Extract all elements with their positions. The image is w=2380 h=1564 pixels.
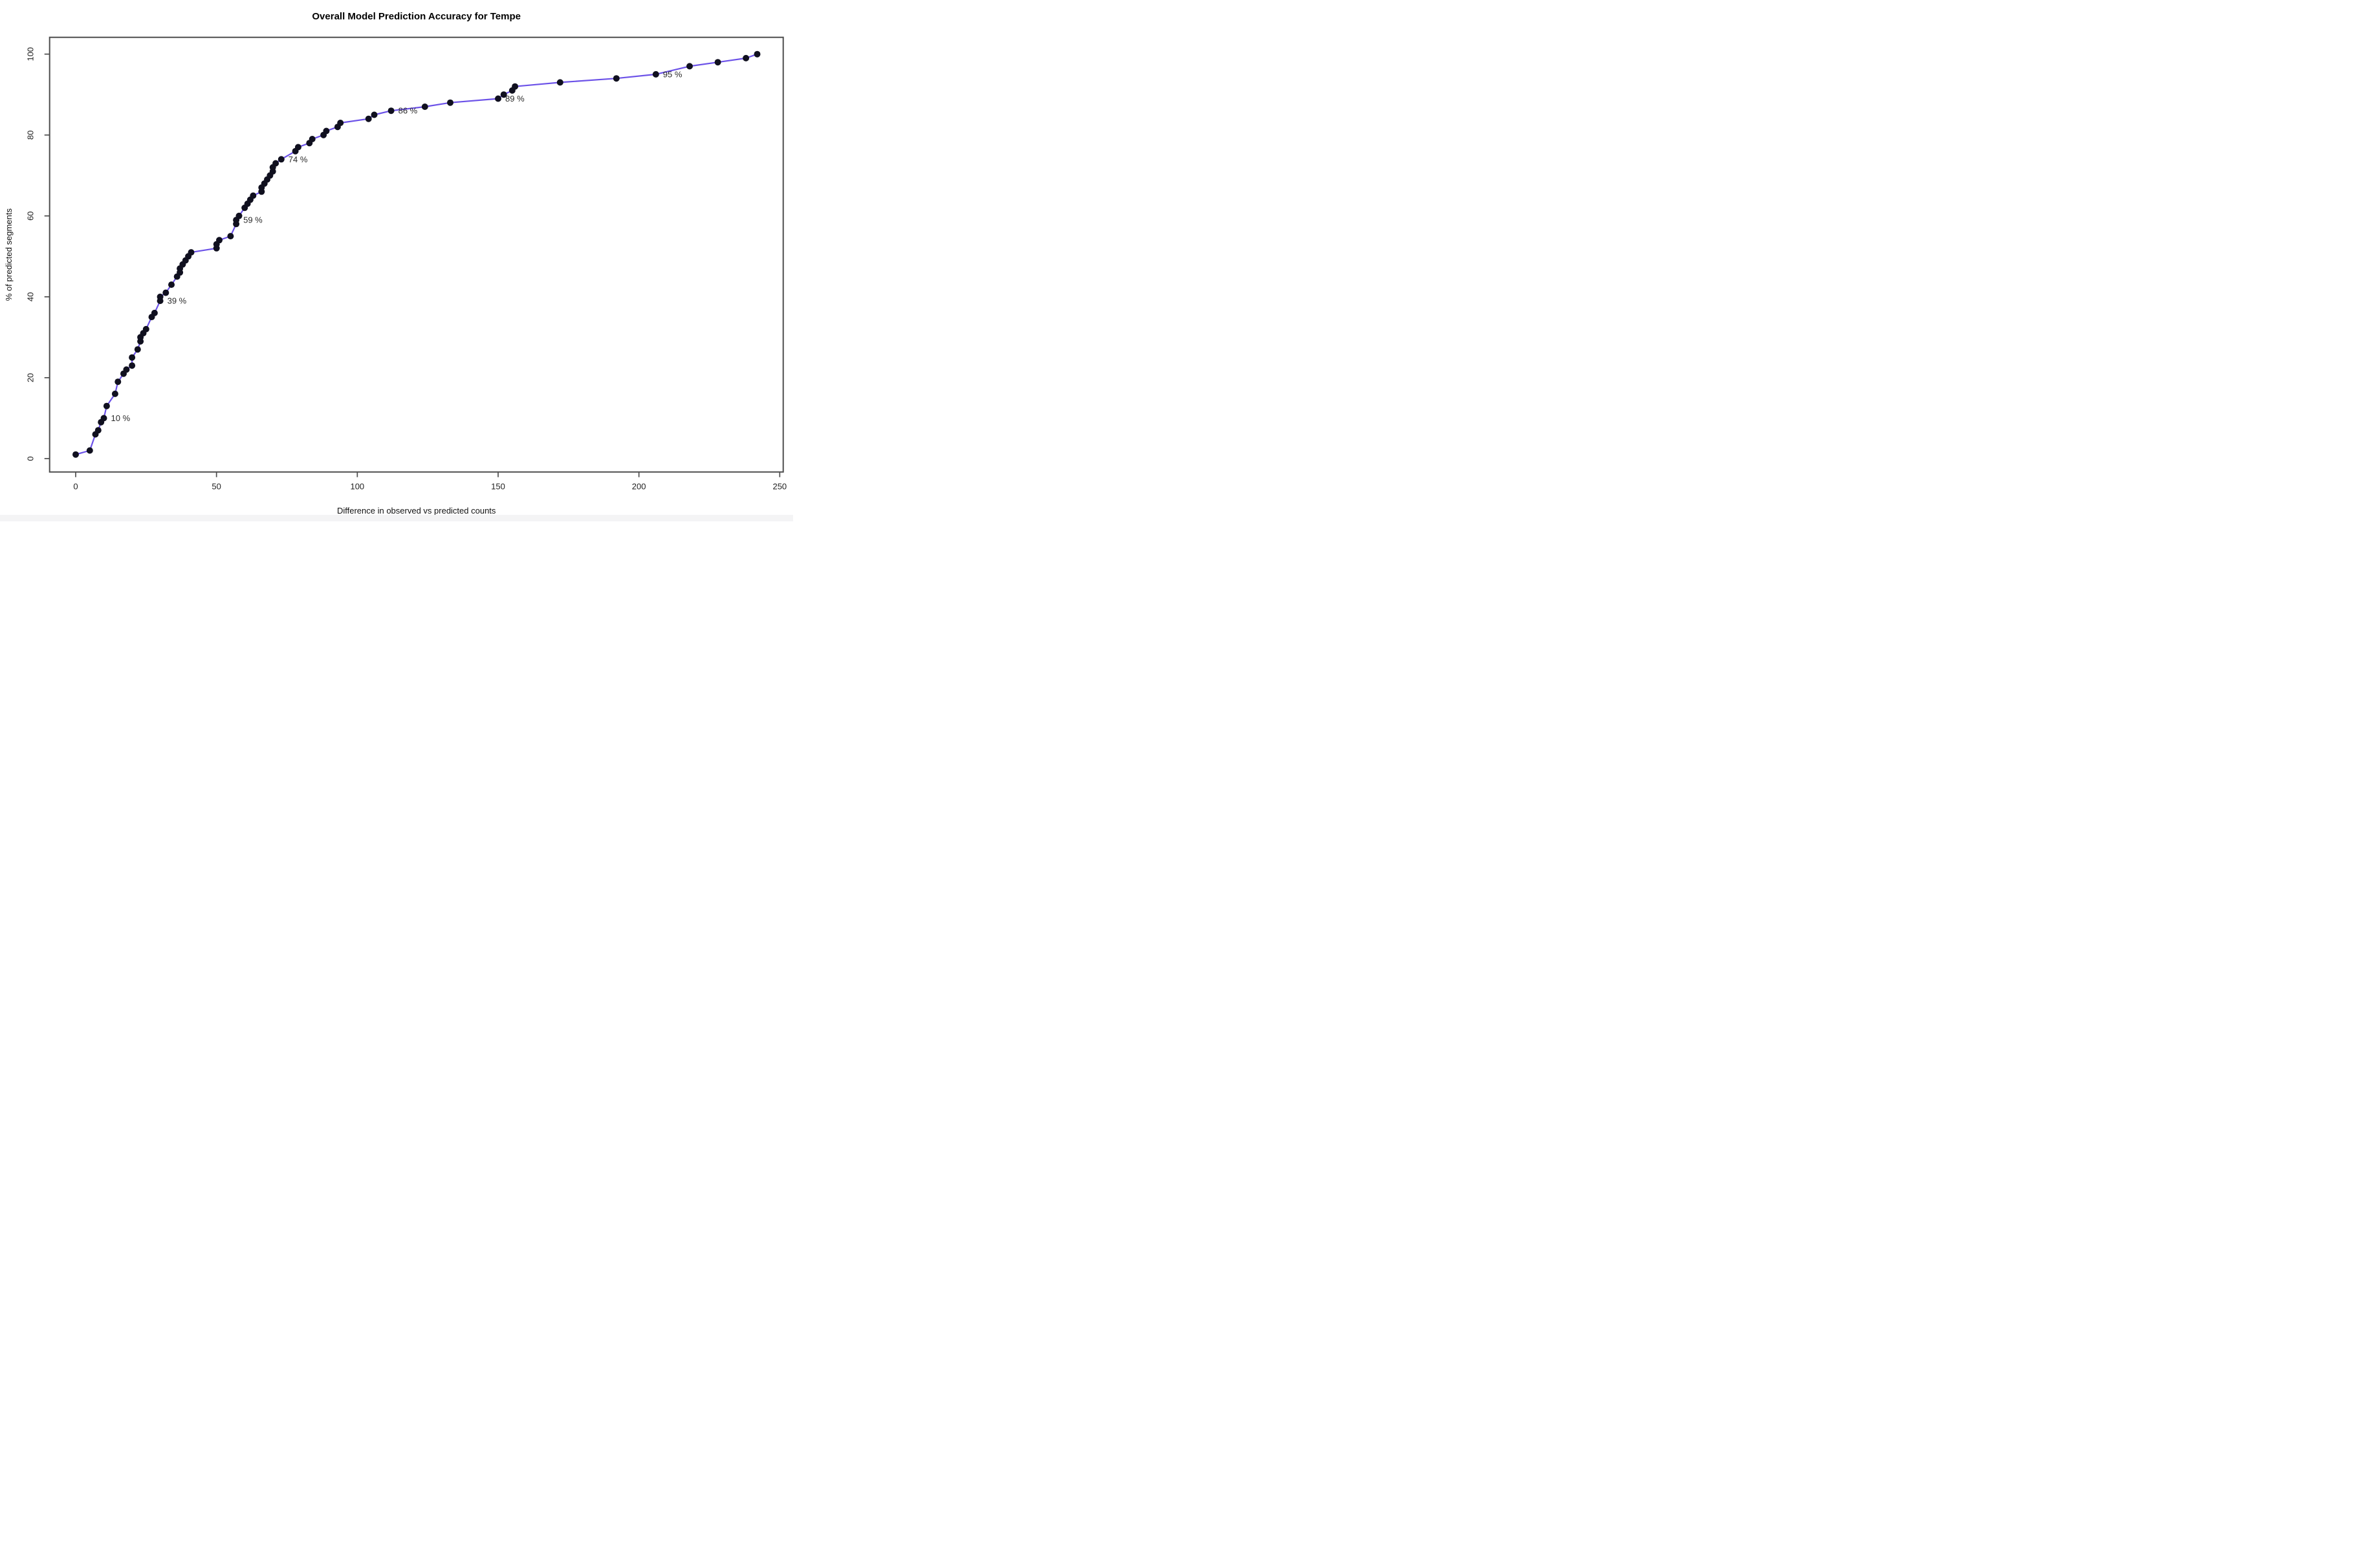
- plot-border: [49, 36, 784, 473]
- data-point: [94, 427, 102, 434]
- data-point: [447, 99, 453, 106]
- x-tick-label: 150: [491, 482, 505, 492]
- chart-canvas: Overall Model Prediction Accuracy for Te…: [0, 0, 793, 521]
- data-point: [388, 107, 395, 114]
- data-point: [556, 79, 563, 86]
- data-point: [371, 111, 378, 118]
- data-point: [337, 120, 344, 126]
- data-point: [216, 237, 223, 244]
- data-point: [500, 91, 507, 98]
- data-point: [272, 160, 279, 167]
- data-point: [72, 451, 79, 458]
- data-point: [250, 192, 257, 199]
- x-tick-label: 100: [350, 482, 364, 492]
- x-tick-label: 0: [73, 482, 78, 492]
- data-point: [157, 293, 164, 300]
- percent-annotation: 39 %: [168, 296, 187, 306]
- data-point: [134, 346, 141, 353]
- x-tick-label: 200: [632, 482, 646, 492]
- y-tick-label: 40: [26, 292, 36, 301]
- data-point: [129, 354, 136, 361]
- data-point: [86, 447, 93, 454]
- data-point: [151, 309, 158, 316]
- data-point: [754, 50, 761, 58]
- percent-annotation: 89 %: [505, 94, 525, 103]
- data-point: [103, 402, 110, 409]
- data-point: [235, 212, 243, 219]
- y-tick-label: 100: [26, 47, 36, 61]
- data-point: [278, 156, 285, 163]
- data-point: [512, 83, 519, 90]
- data-point: [495, 95, 501, 102]
- x-axis-title: Difference in observed vs predicted coun…: [337, 506, 496, 516]
- data-point: [714, 59, 721, 66]
- data-point: [743, 54, 750, 61]
- y-tick-label: 20: [26, 373, 36, 382]
- data-point: [613, 75, 620, 82]
- y-tick-label: 80: [26, 131, 36, 140]
- x-tick-label: 250: [772, 482, 787, 492]
- data-point: [111, 390, 118, 397]
- point-percent-labels: 10 % 39 % 59 % 74 % 86 % 89 % 95 %: [111, 69, 682, 423]
- data-point: [142, 325, 149, 332]
- prediction-accuracy-plot: Overall Model Prediction Accuracy for Te…: [4, 11, 787, 516]
- data-point: [123, 366, 130, 373]
- data-point: [129, 362, 136, 369]
- data-point: [652, 71, 659, 78]
- data-point: [115, 378, 122, 386]
- chart-title: Overall Model Prediction Accuracy for Te…: [312, 11, 521, 22]
- percent-annotation: 74 %: [289, 155, 308, 164]
- data-point: [168, 281, 175, 288]
- data-series: [72, 50, 761, 458]
- x-tick-label: 50: [212, 482, 221, 492]
- data-point: [421, 103, 428, 110]
- y-tick-label: 0: [26, 456, 36, 461]
- data-point: [227, 233, 234, 240]
- y-tick-label: 60: [26, 212, 36, 221]
- data-point: [188, 249, 195, 256]
- percent-annotation: 86 %: [398, 106, 418, 116]
- axis-ticks: 0 50 100 150 200 250 0 20 40 60 80 100: [26, 47, 787, 492]
- data-point: [162, 289, 169, 296]
- data-point: [100, 415, 107, 422]
- data-point: [309, 136, 316, 142]
- percent-annotation: 95 %: [663, 69, 682, 79]
- data-point: [686, 63, 693, 70]
- data-point: [365, 115, 372, 122]
- y-axis-title: % of predicted segments: [4, 208, 14, 301]
- data-point: [323, 127, 330, 135]
- page-footer-band: [0, 515, 793, 521]
- percent-annotation: 10 %: [111, 413, 131, 423]
- percent-annotation: 59 %: [243, 215, 263, 225]
- data-point: [294, 144, 301, 151]
